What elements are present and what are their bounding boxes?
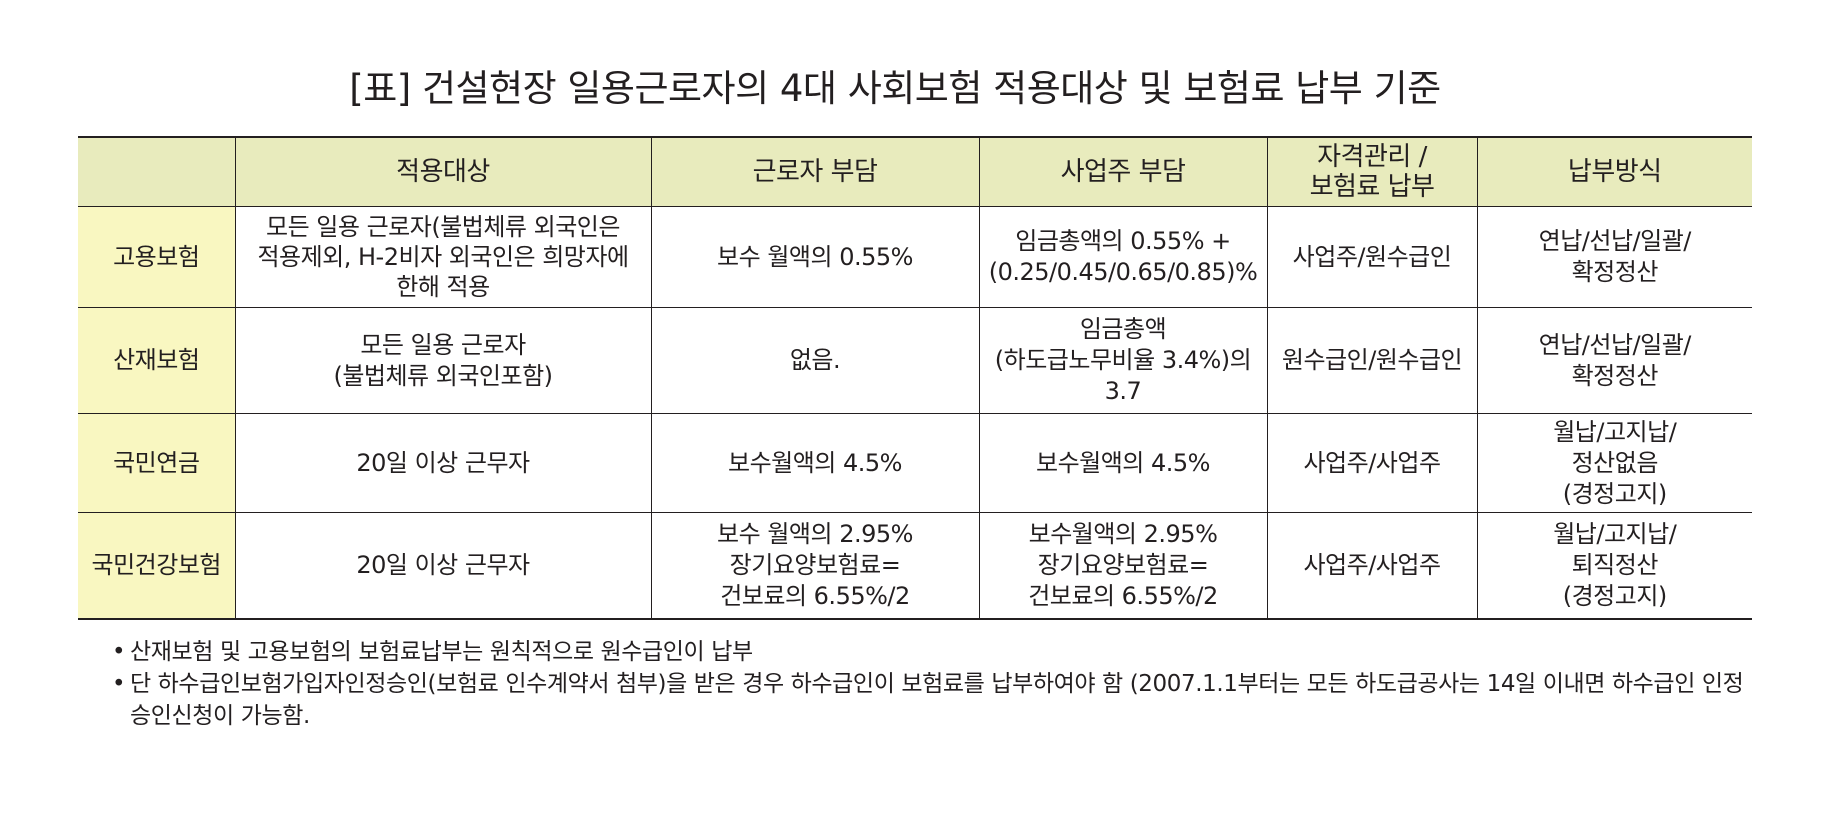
cell-target: 20일 이상 근무자 [234,512,652,620]
table-row: 고용보험 모든 일용 근로자(불법체류 외국인은 적용제외, H-2비자 외국인… [78,206,1752,308]
header-employer: 사업주 부담 [978,136,1268,207]
table-header-row: 적용대상 근로자 부담 사업주 부담 자격관리 / 보험료 납부 납부방식 [78,136,1752,207]
cell-method: 연납/선납/일괄/ 확정정산 [1476,206,1752,308]
cell-target: 모든 일용 근로자 (불법체류 외국인포함) [234,307,652,414]
cell-method: 월납/고지납/ 정산없음 (경정고지) [1476,413,1752,513]
header-manage: 자격관리 / 보험료 납부 [1266,136,1478,207]
header-worker: 근로자 부담 [650,136,980,207]
cell-worker: 보수 월액의 2.95% 장기요양보험료= 건보료의 6.55%/2 [650,512,980,620]
header-empty [78,136,236,207]
row-label: 고용보험 [78,206,236,308]
row-label: 산재보험 [78,307,236,414]
bullet-icon: • [112,671,126,697]
footnote-item: • 단 하수급인보험가입자인정승인(보험료 인수계약서 첨부)을 받은 경우 하… [112,668,1762,732]
cell-manage: 사업주/사업주 [1266,512,1478,620]
cell-manage: 사업주/원수급인 [1266,206,1478,308]
footnotes: • 산재보험 및 고용보험의 보험료납부는 원칙적으로 원수급인이 납부 • 단… [112,636,1762,732]
row-label: 국민건강보험 [78,512,236,620]
cell-employer: 보수월액의 4.5% [978,413,1268,513]
cell-method: 월납/고지납/ 퇴직정산 (경정고지) [1476,512,1752,620]
header-method: 납부방식 [1476,136,1752,207]
bullet-icon: • [112,639,126,665]
table-row: 산재보험 모든 일용 근로자 (불법체류 외국인포함) 없음. 임금총액 (하도… [78,307,1752,414]
header-target: 적용대상 [234,136,652,207]
cell-manage: 원수급인/원수급인 [1266,307,1478,414]
cell-worker: 보수 월액의 0.55% [650,206,980,308]
cell-manage: 사업주/사업주 [1266,413,1478,513]
table-title: [표] 건설현장 일용근로자의 4대 사회보험 적용대상 및 보험료 납부 기준 [349,67,1441,110]
cell-target: 모든 일용 근로자(불법체류 외국인은 적용제외, H-2비자 외국인은 희망자… [234,206,652,308]
insurance-table: 적용대상 근로자 부담 사업주 부담 자격관리 / 보험료 납부 납부방식 고용… [78,136,1752,620]
cell-employer: 임금총액 (하도급노무비율 3.4%)의 3.7 [978,307,1268,414]
footnote-item: • 산재보험 및 고용보험의 보험료납부는 원칙적으로 원수급인이 납부 [112,636,1762,668]
cell-employer: 임금총액의 0.55% + (0.25/0.45/0.65/0.85)% [978,206,1268,308]
footnote-text: 단 하수급인보험가입자인정승인(보험료 인수계약서 첨부)을 받은 경우 하수급… [130,671,1744,729]
table-row: 국민건강보험 20일 이상 근무자 보수 월액의 2.95% 장기요양보험료= … [78,512,1752,620]
cell-target: 20일 이상 근무자 [234,413,652,513]
table-row: 국민연금 20일 이상 근무자 보수월액의 4.5% 보수월액의 4.5% 사업… [78,413,1752,513]
cell-method: 연납/선납/일괄/ 확정정산 [1476,307,1752,414]
row-label: 국민연금 [78,413,236,513]
cell-employer: 보수월액의 2.95% 장기요양보험료= 건보료의 6.55%/2 [978,512,1268,620]
cell-worker: 없음. [650,307,980,414]
cell-worker: 보수월액의 4.5% [650,413,980,513]
footnote-text: 산재보험 및 고용보험의 보험료납부는 원칙적으로 원수급인이 납부 [130,639,753,665]
